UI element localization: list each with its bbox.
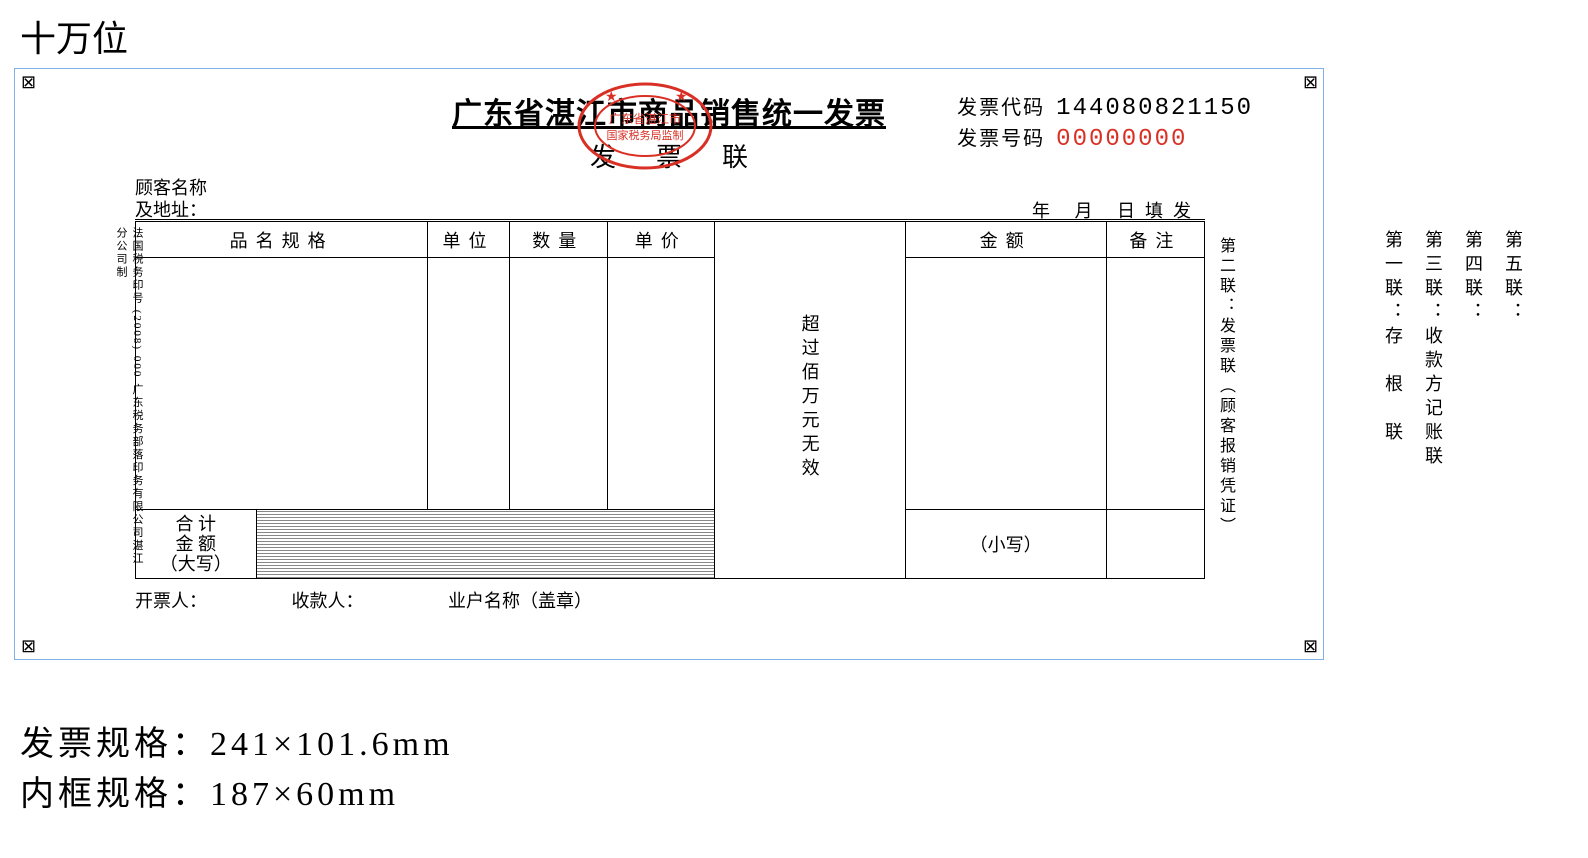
table-header-row: 品名规格 单位 数量 单价 超过佰万元无效 金额 备注	[136, 222, 1205, 258]
crop-mark-br: ⊠	[1303, 639, 1317, 653]
customer-line1: 顾客名称	[135, 177, 207, 199]
sum-label: 合 计金 额 （大写）	[136, 510, 256, 578]
lian-3: 第三联：收款方记账联	[1420, 230, 1446, 470]
subtitle-char: 票	[656, 143, 722, 172]
footer-issuer: 开票人：	[135, 591, 207, 611]
code-value: 144080821150	[1056, 95, 1253, 122]
right-vertical-text: 第二联：发票联（顾客报销凭证）	[1213, 237, 1237, 557]
spec-invoice: 发票规格：241×101.6mm	[20, 720, 454, 770]
xiaowrite-cell: （小写）	[905, 510, 1106, 579]
cell-name	[136, 258, 428, 510]
invoice-table: 品名规格 单位 数量 单价 超过佰万元无效 金额 备注 合 计金 额 （大写）	[135, 221, 1205, 579]
cell-price	[607, 258, 714, 510]
col-name: 品名规格	[136, 222, 428, 258]
table-sum-row: 合 计金 额 （大写） （小写）	[136, 510, 1205, 579]
cell-qty	[509, 258, 607, 510]
bottom-specs: 发票规格：241×101.6mm 内框规格：187×60mm	[20, 720, 454, 820]
lian-1: 第一联：存 根 联	[1380, 230, 1406, 470]
lian-group: 第五联： 第四联： 第三联：收款方记账联 第一联：存 根 联	[1380, 230, 1526, 470]
footer-line: 开票人： 收款人： 业户名称（盖章）	[135, 587, 1205, 613]
col-unit: 单位	[428, 222, 509, 258]
col-remark: 备注	[1106, 222, 1204, 258]
subtitle-char: 发	[590, 143, 656, 172]
code-label: 发票代码	[957, 97, 1045, 119]
col-limit: 超过佰万元无效	[714, 222, 905, 579]
lian-5: 第五联：	[1500, 230, 1526, 470]
top-label: 十万位	[20, 10, 128, 62]
left-vertical-text: 法国税务印号 (2008) 000 广东税务部落印务有限公司湛江分公司制	[113, 227, 145, 567]
table-body-row	[136, 258, 1205, 510]
cell-remark	[1106, 258, 1204, 510]
crop-mark-tr: ⊠	[1303, 75, 1317, 89]
number-label: 发票号码	[957, 128, 1045, 150]
customer-label: 顾客名称 及地址：	[135, 177, 207, 221]
sum-remark	[1106, 510, 1204, 579]
cell-amount	[905, 258, 1106, 510]
col-amount: 金额	[905, 222, 1106, 258]
crop-mark-bl: ⊠	[21, 639, 35, 653]
invoice-codes: 发票代码 144080821150 发票号码 00000000	[957, 93, 1253, 155]
hatched-area	[256, 510, 714, 578]
spec-inner: 内框规格：187×60mm	[20, 770, 454, 820]
date-line: 年 月 日填发	[1032, 197, 1201, 223]
lian-4: 第四联：	[1460, 230, 1486, 470]
col-qty: 数量	[509, 222, 607, 258]
footer-payee: 收款人：	[292, 591, 364, 611]
number-value: 00000000	[1056, 126, 1187, 153]
col-price: 单价	[607, 222, 714, 258]
crop-mark-tl: ⊠	[21, 75, 35, 89]
customer-line2: 及地址：	[135, 199, 207, 221]
cell-unit	[428, 258, 509, 510]
invoice-frame: ⊠ ⊠ ⊠ ⊠ 广东省湛江市商品销售统一发票 发票联 广东省湛江市 国家税务局监…	[14, 68, 1324, 660]
footer-merchant: 业户名称（盖章）	[448, 591, 592, 611]
subtitle-char: 联	[722, 143, 788, 172]
